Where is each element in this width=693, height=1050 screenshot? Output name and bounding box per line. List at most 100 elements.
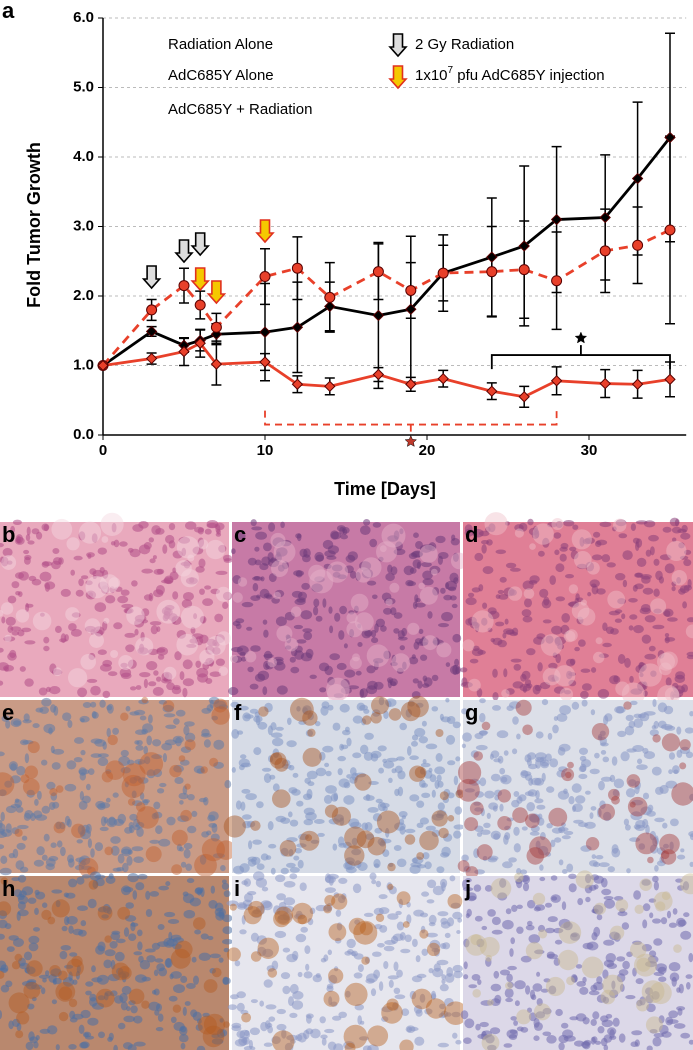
cell bbox=[625, 995, 636, 1000]
cell bbox=[399, 645, 405, 651]
stain bbox=[635, 832, 658, 855]
series-line bbox=[101, 228, 671, 367]
stain bbox=[248, 900, 265, 918]
cell bbox=[137, 873, 148, 880]
stain bbox=[141, 696, 148, 704]
stain bbox=[571, 602, 590, 620]
cell bbox=[263, 629, 269, 638]
stain bbox=[162, 700, 175, 712]
cell bbox=[642, 747, 649, 754]
cell bbox=[417, 680, 423, 689]
stain bbox=[464, 817, 479, 832]
cell bbox=[345, 990, 351, 998]
cell bbox=[548, 985, 557, 995]
stain bbox=[0, 970, 5, 979]
stain bbox=[595, 637, 603, 645]
cell bbox=[271, 1036, 281, 1045]
cell bbox=[230, 994, 239, 1000]
cell bbox=[23, 951, 33, 961]
stain bbox=[230, 654, 238, 663]
cell bbox=[139, 643, 145, 653]
radiation-arrow bbox=[388, 33, 408, 58]
cell bbox=[471, 648, 484, 657]
stain bbox=[645, 1016, 663, 1034]
cell bbox=[24, 678, 34, 687]
cell bbox=[382, 849, 390, 857]
cell bbox=[420, 654, 428, 661]
cell bbox=[261, 556, 271, 566]
cell bbox=[16, 842, 26, 850]
cell bbox=[555, 521, 563, 528]
cell bbox=[267, 558, 280, 568]
cell bbox=[373, 907, 384, 916]
cell bbox=[97, 941, 106, 952]
cell bbox=[106, 727, 111, 738]
cell bbox=[557, 790, 570, 800]
stain bbox=[290, 697, 314, 722]
cell bbox=[463, 974, 469, 980]
cell bbox=[150, 625, 158, 635]
cell bbox=[271, 960, 279, 971]
cell bbox=[511, 904, 518, 913]
cell bbox=[109, 941, 118, 949]
cell bbox=[124, 781, 129, 788]
cell bbox=[646, 1003, 656, 1013]
cell bbox=[421, 561, 432, 568]
cell bbox=[527, 789, 538, 797]
cell bbox=[626, 868, 631, 874]
cell bbox=[114, 951, 125, 962]
cell bbox=[348, 610, 355, 615]
cell bbox=[453, 830, 462, 839]
cell bbox=[465, 913, 470, 919]
cell bbox=[152, 686, 164, 696]
cell bbox=[686, 651, 693, 657]
cell bbox=[666, 1019, 679, 1024]
cell bbox=[249, 683, 259, 690]
stain bbox=[481, 721, 491, 731]
cell bbox=[514, 980, 526, 990]
data-point bbox=[210, 358, 223, 370]
cell bbox=[367, 580, 377, 586]
stain bbox=[58, 970, 68, 981]
cell bbox=[481, 544, 487, 554]
stain bbox=[435, 729, 444, 737]
cell bbox=[195, 660, 201, 668]
cell bbox=[242, 814, 252, 820]
stain bbox=[202, 1025, 225, 1048]
cell bbox=[224, 780, 232, 789]
cell bbox=[45, 970, 50, 977]
cell bbox=[479, 698, 486, 704]
cell bbox=[584, 884, 593, 894]
cell bbox=[396, 858, 407, 868]
cell bbox=[367, 1044, 379, 1050]
cell bbox=[270, 722, 277, 731]
cell bbox=[387, 564, 393, 574]
cell bbox=[352, 752, 362, 759]
cell bbox=[440, 716, 451, 723]
stain bbox=[419, 544, 438, 564]
cell bbox=[585, 873, 592, 884]
cell bbox=[304, 945, 311, 954]
cell bbox=[512, 681, 524, 689]
stain bbox=[84, 618, 101, 634]
cell bbox=[10, 763, 17, 772]
cell bbox=[74, 864, 85, 871]
cell bbox=[503, 587, 515, 597]
cell bbox=[137, 929, 143, 937]
cell bbox=[200, 616, 206, 624]
cell bbox=[28, 942, 39, 952]
legend-label: AdC685Y + Radiation bbox=[168, 101, 312, 118]
cell bbox=[479, 712, 486, 723]
stain bbox=[136, 806, 159, 829]
cell bbox=[634, 572, 644, 578]
cell bbox=[172, 735, 184, 744]
stain bbox=[419, 929, 429, 939]
radiation-legend: 2 Gy Radiation bbox=[415, 36, 514, 53]
cell bbox=[490, 638, 496, 643]
cell bbox=[630, 811, 643, 821]
cell bbox=[140, 631, 145, 642]
cell bbox=[151, 754, 163, 760]
stain bbox=[447, 815, 455, 822]
cell bbox=[343, 795, 355, 805]
cell bbox=[385, 572, 395, 582]
